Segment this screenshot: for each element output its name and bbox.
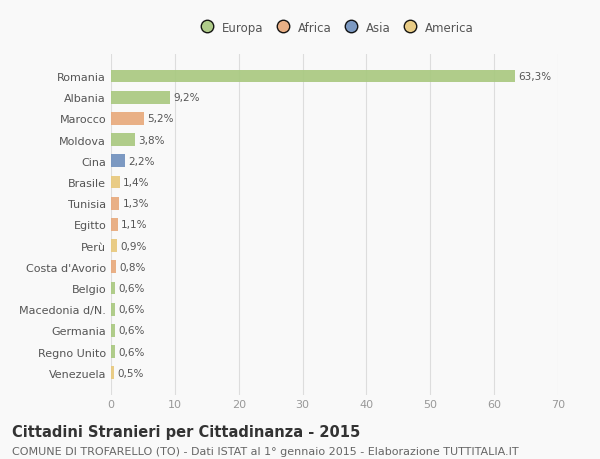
Bar <box>111 155 125 168</box>
Text: 0,6%: 0,6% <box>118 283 145 293</box>
Bar <box>111 261 116 274</box>
Text: 63,3%: 63,3% <box>518 72 551 82</box>
Text: 9,2%: 9,2% <box>173 93 199 103</box>
Bar <box>111 325 115 337</box>
Bar <box>111 176 120 189</box>
Bar <box>111 346 115 358</box>
Bar <box>111 71 515 83</box>
Legend: Europa, Africa, Asia, America: Europa, Africa, Asia, America <box>190 17 479 39</box>
Bar <box>111 218 118 231</box>
Text: 0,8%: 0,8% <box>119 262 146 272</box>
Text: 0,5%: 0,5% <box>118 368 144 378</box>
Text: 0,6%: 0,6% <box>118 304 145 314</box>
Bar <box>111 367 114 379</box>
Bar <box>111 240 117 252</box>
Bar <box>111 92 170 104</box>
Text: 0,9%: 0,9% <box>120 241 146 251</box>
Text: 0,6%: 0,6% <box>118 326 145 336</box>
Bar <box>111 282 115 295</box>
Bar <box>111 113 144 125</box>
Bar <box>111 134 135 147</box>
Text: 1,3%: 1,3% <box>122 199 149 209</box>
Bar <box>111 197 119 210</box>
Text: 1,1%: 1,1% <box>121 220 148 230</box>
Text: Cittadini Stranieri per Cittadinanza - 2015: Cittadini Stranieri per Cittadinanza - 2… <box>12 425 360 440</box>
Text: COMUNE DI TROFARELLO (TO) - Dati ISTAT al 1° gennaio 2015 - Elaborazione TUTTITA: COMUNE DI TROFARELLO (TO) - Dati ISTAT a… <box>12 446 518 456</box>
Text: 5,2%: 5,2% <box>148 114 174 124</box>
Text: 1,4%: 1,4% <box>123 178 149 188</box>
Text: 0,6%: 0,6% <box>118 347 145 357</box>
Text: 3,8%: 3,8% <box>139 135 165 146</box>
Bar <box>111 303 115 316</box>
Text: 2,2%: 2,2% <box>128 157 155 167</box>
